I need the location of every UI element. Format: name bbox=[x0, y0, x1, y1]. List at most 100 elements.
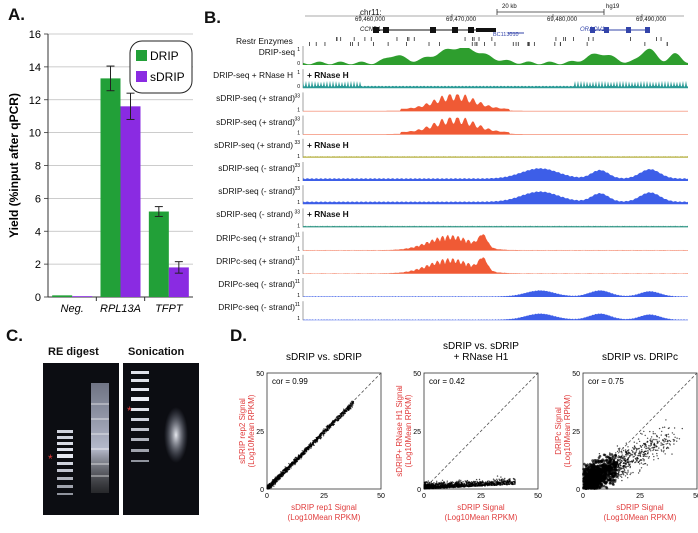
scatter-point bbox=[474, 480, 476, 483]
scatter-point bbox=[591, 479, 595, 482]
scatter-point bbox=[436, 487, 439, 489]
scatter-point bbox=[431, 483, 433, 485]
track-scale-top: 33 bbox=[294, 163, 300, 169]
scatter-point bbox=[504, 477, 506, 480]
scatter-point bbox=[626, 472, 628, 474]
scatter-point bbox=[458, 480, 460, 482]
track-scale-bottom: 1 bbox=[297, 293, 300, 299]
exon bbox=[590, 27, 595, 33]
scatter-point bbox=[598, 453, 601, 455]
scatter-point bbox=[322, 435, 325, 437]
scatter-point bbox=[617, 458, 619, 460]
scatter-point bbox=[606, 467, 610, 470]
scatter-point bbox=[674, 436, 676, 438]
exon bbox=[383, 27, 389, 33]
scatter-point bbox=[325, 425, 328, 428]
scatter-point bbox=[602, 485, 606, 488]
scatter-point bbox=[434, 484, 437, 486]
scatter-point bbox=[622, 474, 625, 476]
scatter-point bbox=[587, 481, 590, 484]
scatter-point bbox=[662, 426, 664, 429]
track-scale-top: 33 bbox=[294, 140, 300, 146]
scatter-point bbox=[304, 450, 307, 452]
scatter-point bbox=[271, 485, 273, 487]
scatter-point bbox=[500, 476, 502, 478]
scatter-point bbox=[292, 461, 294, 463]
scatter-point bbox=[594, 465, 598, 469]
track-label: sDRIP-seq (- strand) bbox=[218, 186, 295, 197]
scatter-point bbox=[621, 473, 623, 476]
gel-title-re-digest: RE digest bbox=[48, 346, 99, 358]
panel-letter-b: B. bbox=[204, 8, 221, 27]
scatter-point bbox=[652, 438, 654, 441]
scatter-point bbox=[616, 450, 619, 453]
scatter-point bbox=[614, 456, 617, 460]
scatter-point bbox=[619, 469, 621, 471]
panel-letter-a: A. bbox=[8, 5, 25, 24]
scatter-point bbox=[477, 482, 480, 485]
scatter-point bbox=[642, 453, 644, 456]
scatter-point bbox=[288, 466, 290, 468]
scatter-point bbox=[617, 470, 619, 472]
scatter-point bbox=[667, 439, 669, 442]
scatter-point bbox=[441, 479, 444, 481]
scatter-point bbox=[635, 461, 637, 463]
scatter-point bbox=[624, 475, 627, 477]
scatter-point bbox=[503, 483, 506, 486]
scatter-point bbox=[617, 448, 620, 450]
panel-letter-d: D. bbox=[230, 326, 247, 345]
coord-label: 69,460,000 bbox=[355, 17, 386, 23]
scatter-point bbox=[282, 470, 284, 472]
scatter-point bbox=[629, 473, 631, 476]
scatter-point bbox=[513, 478, 516, 480]
scatter-point bbox=[297, 456, 299, 458]
scatter-point bbox=[644, 434, 646, 437]
scatter-point bbox=[337, 419, 339, 421]
scatter-point bbox=[275, 478, 277, 481]
scatter-point bbox=[452, 485, 455, 487]
scatter-point bbox=[648, 447, 650, 449]
scatter-point bbox=[438, 485, 440, 488]
y-tick-label: 12 bbox=[29, 95, 41, 107]
track-label: sDRIP-seq (+ strand) bbox=[216, 116, 295, 127]
scatter-point bbox=[482, 482, 484, 484]
scatter-point bbox=[665, 435, 668, 438]
scatter-point bbox=[617, 477, 619, 479]
scatter-point bbox=[307, 449, 309, 451]
scatter-point bbox=[627, 465, 629, 467]
scatter-point bbox=[477, 481, 479, 484]
scatter-point bbox=[294, 463, 296, 466]
scatter-point bbox=[658, 437, 660, 439]
scatter-point bbox=[668, 439, 671, 442]
scatter-point bbox=[624, 451, 627, 453]
scatter-point bbox=[320, 436, 323, 439]
scatter-point bbox=[663, 441, 665, 443]
scatter-point bbox=[433, 482, 435, 484]
scatter-point bbox=[462, 481, 464, 483]
scatter-point bbox=[644, 462, 647, 465]
scatter-point bbox=[652, 447, 655, 449]
scatter-points bbox=[266, 400, 355, 490]
scatter-point bbox=[642, 455, 644, 457]
scatter-point bbox=[349, 406, 351, 408]
plot-title: sDRIP vs. sDRIP bbox=[443, 341, 519, 352]
scatter-point bbox=[463, 486, 465, 488]
scatter-point bbox=[651, 447, 653, 449]
track-scale-bottom: 1 bbox=[297, 154, 300, 160]
scatter-plot-1: 00 25 25 50 50 sDRIP vs. sDRIP cor = 0.99 sDRIP… bbox=[238, 352, 385, 522]
scatter-point bbox=[640, 432, 642, 435]
scatter-point bbox=[645, 444, 647, 446]
scatter-point bbox=[627, 477, 629, 479]
scatter-point bbox=[468, 483, 471, 486]
scale-label: 20 kb bbox=[502, 4, 517, 10]
scatter-point bbox=[603, 453, 607, 457]
scatter-point bbox=[597, 480, 600, 483]
scatter-point bbox=[673, 427, 676, 429]
scatter-point bbox=[342, 410, 344, 413]
scatter-point bbox=[627, 469, 629, 471]
track-scale-bottom: 1 bbox=[297, 270, 300, 276]
scatter-point bbox=[486, 484, 488, 486]
scatter-point bbox=[494, 481, 496, 483]
scatter-point bbox=[290, 467, 292, 469]
scatter-point bbox=[672, 438, 674, 441]
